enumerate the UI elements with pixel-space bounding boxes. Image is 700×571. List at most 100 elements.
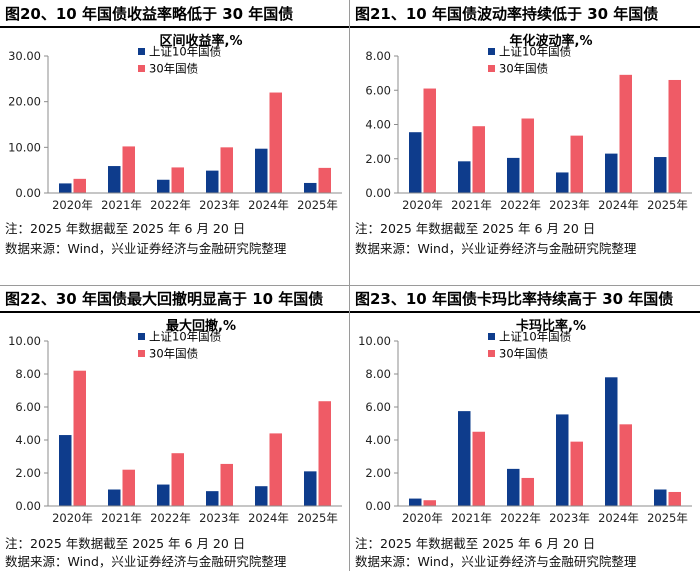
x-tick-label: 2025年: [297, 511, 338, 525]
bar-series1: [157, 179, 170, 193]
panel-title: 图21、10 年国债波动率持续低于 30 年国债: [355, 5, 659, 23]
legend-label: 上证10年国债: [499, 45, 571, 59]
bar-series2: [318, 401, 331, 506]
legend-swatch: [488, 65, 495, 72]
x-tick-label: 2020年: [402, 198, 443, 212]
bar-series2: [269, 92, 282, 193]
chart-title: 年化波动率,%: [510, 33, 593, 49]
y-tick-label: 2.00: [15, 466, 41, 480]
footnote: 注：2025 年数据截至 2025 年 6 月 20 日: [5, 536, 246, 551]
bar-series1: [556, 414, 569, 506]
legend-swatch: [138, 333, 145, 340]
bar-series1: [507, 468, 520, 506]
footnote: 注：2025 年数据截至 2025 年 6 月 20 日: [355, 536, 596, 551]
bar-series2: [668, 491, 681, 506]
x-tick-label: 2021年: [101, 511, 142, 525]
x-tick-label: 2024年: [598, 511, 639, 525]
x-tick-label: 2025年: [647, 511, 688, 525]
y-tick-label: 0.00: [15, 499, 41, 513]
bar-series1: [59, 435, 72, 506]
bar-series2: [472, 126, 485, 193]
legend-label: 上证10年国债: [149, 45, 221, 59]
legend-label: 30年国债: [499, 347, 548, 361]
bar-series2: [220, 463, 233, 506]
bar-series1: [59, 183, 72, 193]
bar-series2: [521, 118, 534, 193]
y-tick-label: 0.00: [365, 499, 391, 513]
footnote: 注：2025 年数据截至 2025 年 6 月 20 日: [355, 221, 596, 236]
y-tick-label: 2.00: [365, 152, 391, 166]
y-tick-label: 8.00: [365, 49, 391, 63]
bar-series2: [318, 167, 331, 193]
x-tick-label: 2020年: [52, 511, 93, 525]
x-tick-label: 2024年: [598, 198, 639, 212]
legend-label: 30年国债: [149, 347, 198, 361]
chart-title: 卡玛比率,%: [516, 318, 586, 334]
panel-header: 图20、10 年国债收益率略低于 30 年国债: [0, 0, 350, 28]
x-tick-label: 2023年: [549, 511, 590, 525]
bar-series1: [304, 182, 317, 193]
bar-series2: [122, 469, 135, 506]
bar-series1: [556, 172, 569, 193]
bar-series2: [570, 135, 583, 193]
horizontal-divider: [0, 285, 700, 286]
y-tick-label: 20.00: [8, 95, 41, 109]
bar-series2: [570, 441, 583, 506]
bar-chart: 最大回撤,% 0.00 2.00 4.00 6.00 8.00 10.00 2020年 2021…: [8, 318, 342, 525]
bar-series2: [171, 167, 184, 193]
y-tick-label: 0.00: [15, 186, 41, 200]
panel-header: 图21、10 年国债波动率持续低于 30 年国债: [350, 0, 700, 28]
legend-swatch: [138, 48, 145, 55]
x-tick-label: 2025年: [647, 198, 688, 212]
bar-series1: [157, 484, 170, 506]
x-tick-label: 2020年: [402, 511, 443, 525]
bar-chart: 区间收益率,% 0.00 10.00 20.00 30.00 2020年 2021年 2022…: [8, 33, 342, 212]
bar-series2: [668, 79, 681, 193]
x-tick-label: 2021年: [101, 198, 142, 212]
legend-label: 上证10年国债: [499, 330, 571, 344]
panel-header: 图23、10 年国债卡玛比率持续高于 30 年国债: [350, 285, 700, 313]
x-tick-label: 2022年: [150, 511, 191, 525]
legend-swatch: [488, 48, 495, 55]
bar-series1: [255, 486, 268, 506]
bar-series2: [423, 88, 436, 193]
footnote: 注：2025 年数据截至 2025 年 6 月 20 日: [5, 221, 246, 236]
data-source: 数据来源：Wind，兴业证券经济与金融研究院整理: [5, 554, 287, 569]
legend-swatch: [488, 350, 495, 357]
bar-series1: [409, 498, 422, 506]
chart-panel-4: 图23、10 年国债卡玛比率持续高于 30 年国债 卡玛比率,% 0.00 2.00…: [350, 285, 700, 571]
panel-title: 图22、30 年国债最大回撤明显高于 10 年国债: [5, 290, 324, 308]
bar-series2: [73, 370, 86, 506]
y-tick-label: 8.00: [15, 367, 41, 381]
bar-series2: [472, 431, 485, 506]
bar-series1: [654, 157, 667, 193]
data-source: 数据来源：Wind，兴业证券经济与金融研究院整理: [355, 241, 637, 256]
bar-series1: [304, 471, 317, 506]
x-tick-label: 2023年: [549, 198, 590, 212]
y-tick-label: 0.00: [365, 186, 391, 200]
x-tick-label: 2020年: [52, 198, 93, 212]
legend-swatch: [138, 350, 145, 357]
legend-label: 30年国债: [499, 62, 548, 76]
bar-series2: [122, 146, 135, 193]
chart-panel-3: 图22、30 年国债最大回撤明显高于 10 年国债 最大回撤,% 0.00 2.00…: [0, 285, 350, 571]
x-tick-label: 2022年: [150, 198, 191, 212]
bar-series1: [605, 153, 618, 193]
bar-series2: [171, 453, 184, 506]
y-tick-label: 10.00: [8, 140, 41, 154]
bar-series2: [619, 74, 632, 193]
bar-series2: [423, 500, 436, 506]
panel-header: 图22、30 年国债最大回撤明显高于 10 年国债: [0, 285, 350, 313]
bar-series1: [206, 491, 219, 506]
legend-label: 上证10年国债: [149, 330, 221, 344]
y-tick-label: 2.00: [365, 466, 391, 480]
bar-series1: [507, 157, 520, 193]
bar-series1: [605, 377, 618, 506]
bar-series1: [458, 161, 471, 193]
y-tick-label: 4.00: [365, 118, 391, 132]
y-tick-label: 10.00: [358, 334, 391, 348]
x-tick-label: 2025年: [297, 198, 338, 212]
bar-series1: [255, 148, 268, 193]
x-tick-label: 2021年: [451, 198, 492, 212]
bar-series2: [73, 178, 86, 193]
